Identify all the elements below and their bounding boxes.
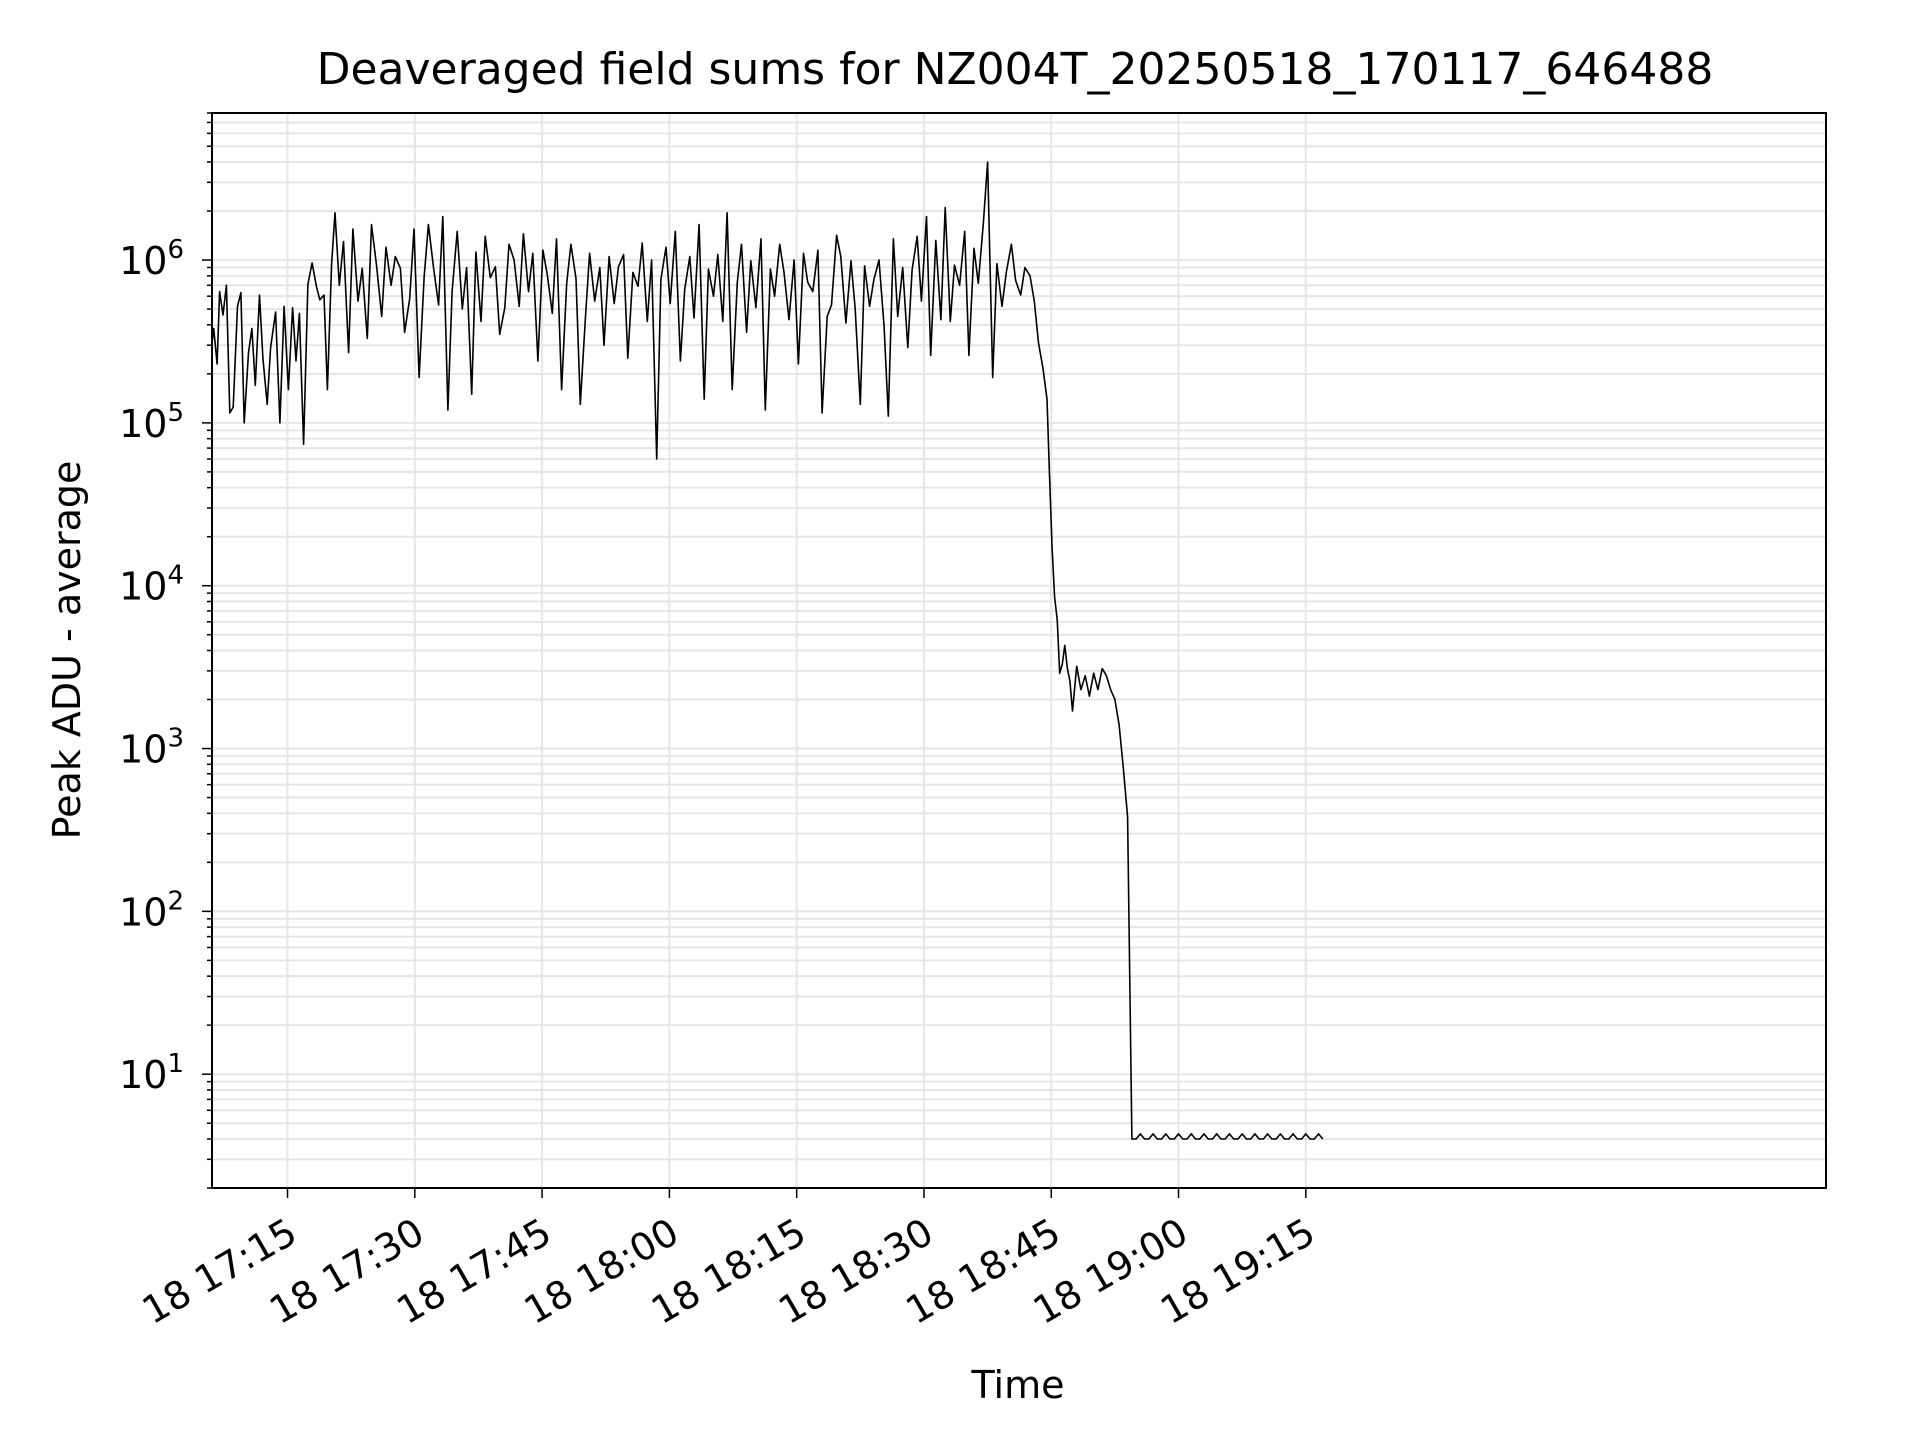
y-tick-exponent: 4 [167, 561, 184, 591]
series-line [211, 161, 1324, 1140]
y-tick-base: 10 [119, 565, 167, 609]
y-tick-exponent: 6 [167, 235, 184, 265]
y-tick-base: 10 [119, 890, 167, 934]
y-tick-exponent: 2 [167, 886, 184, 916]
y-tick-base: 10 [119, 728, 167, 772]
chart-title: Deaveraged field sums for NZ004T_2025051… [317, 44, 1714, 95]
y-axis-label: Peak ADU - average [45, 461, 89, 840]
y-tick-label: 102 [119, 886, 184, 934]
y-tick-label: 105 [119, 398, 184, 446]
x-axis-label: Time [971, 1363, 1065, 1407]
y-tick-base: 10 [119, 1053, 167, 1097]
y-tick-base: 10 [119, 239, 167, 283]
y-tick-label: 103 [119, 724, 184, 772]
series-layer [211, 161, 1324, 1140]
grid [212, 112, 1826, 1189]
y-tick-exponent: 3 [167, 724, 184, 754]
y-tick-base: 10 [119, 402, 167, 446]
y-tick-exponent: 5 [167, 398, 184, 428]
y-tick-label: 104 [119, 561, 184, 609]
y-tick-exponent: 1 [167, 1049, 184, 1079]
y-tick-label: 106 [119, 235, 184, 283]
y-tick-label: 101 [119, 1049, 184, 1097]
